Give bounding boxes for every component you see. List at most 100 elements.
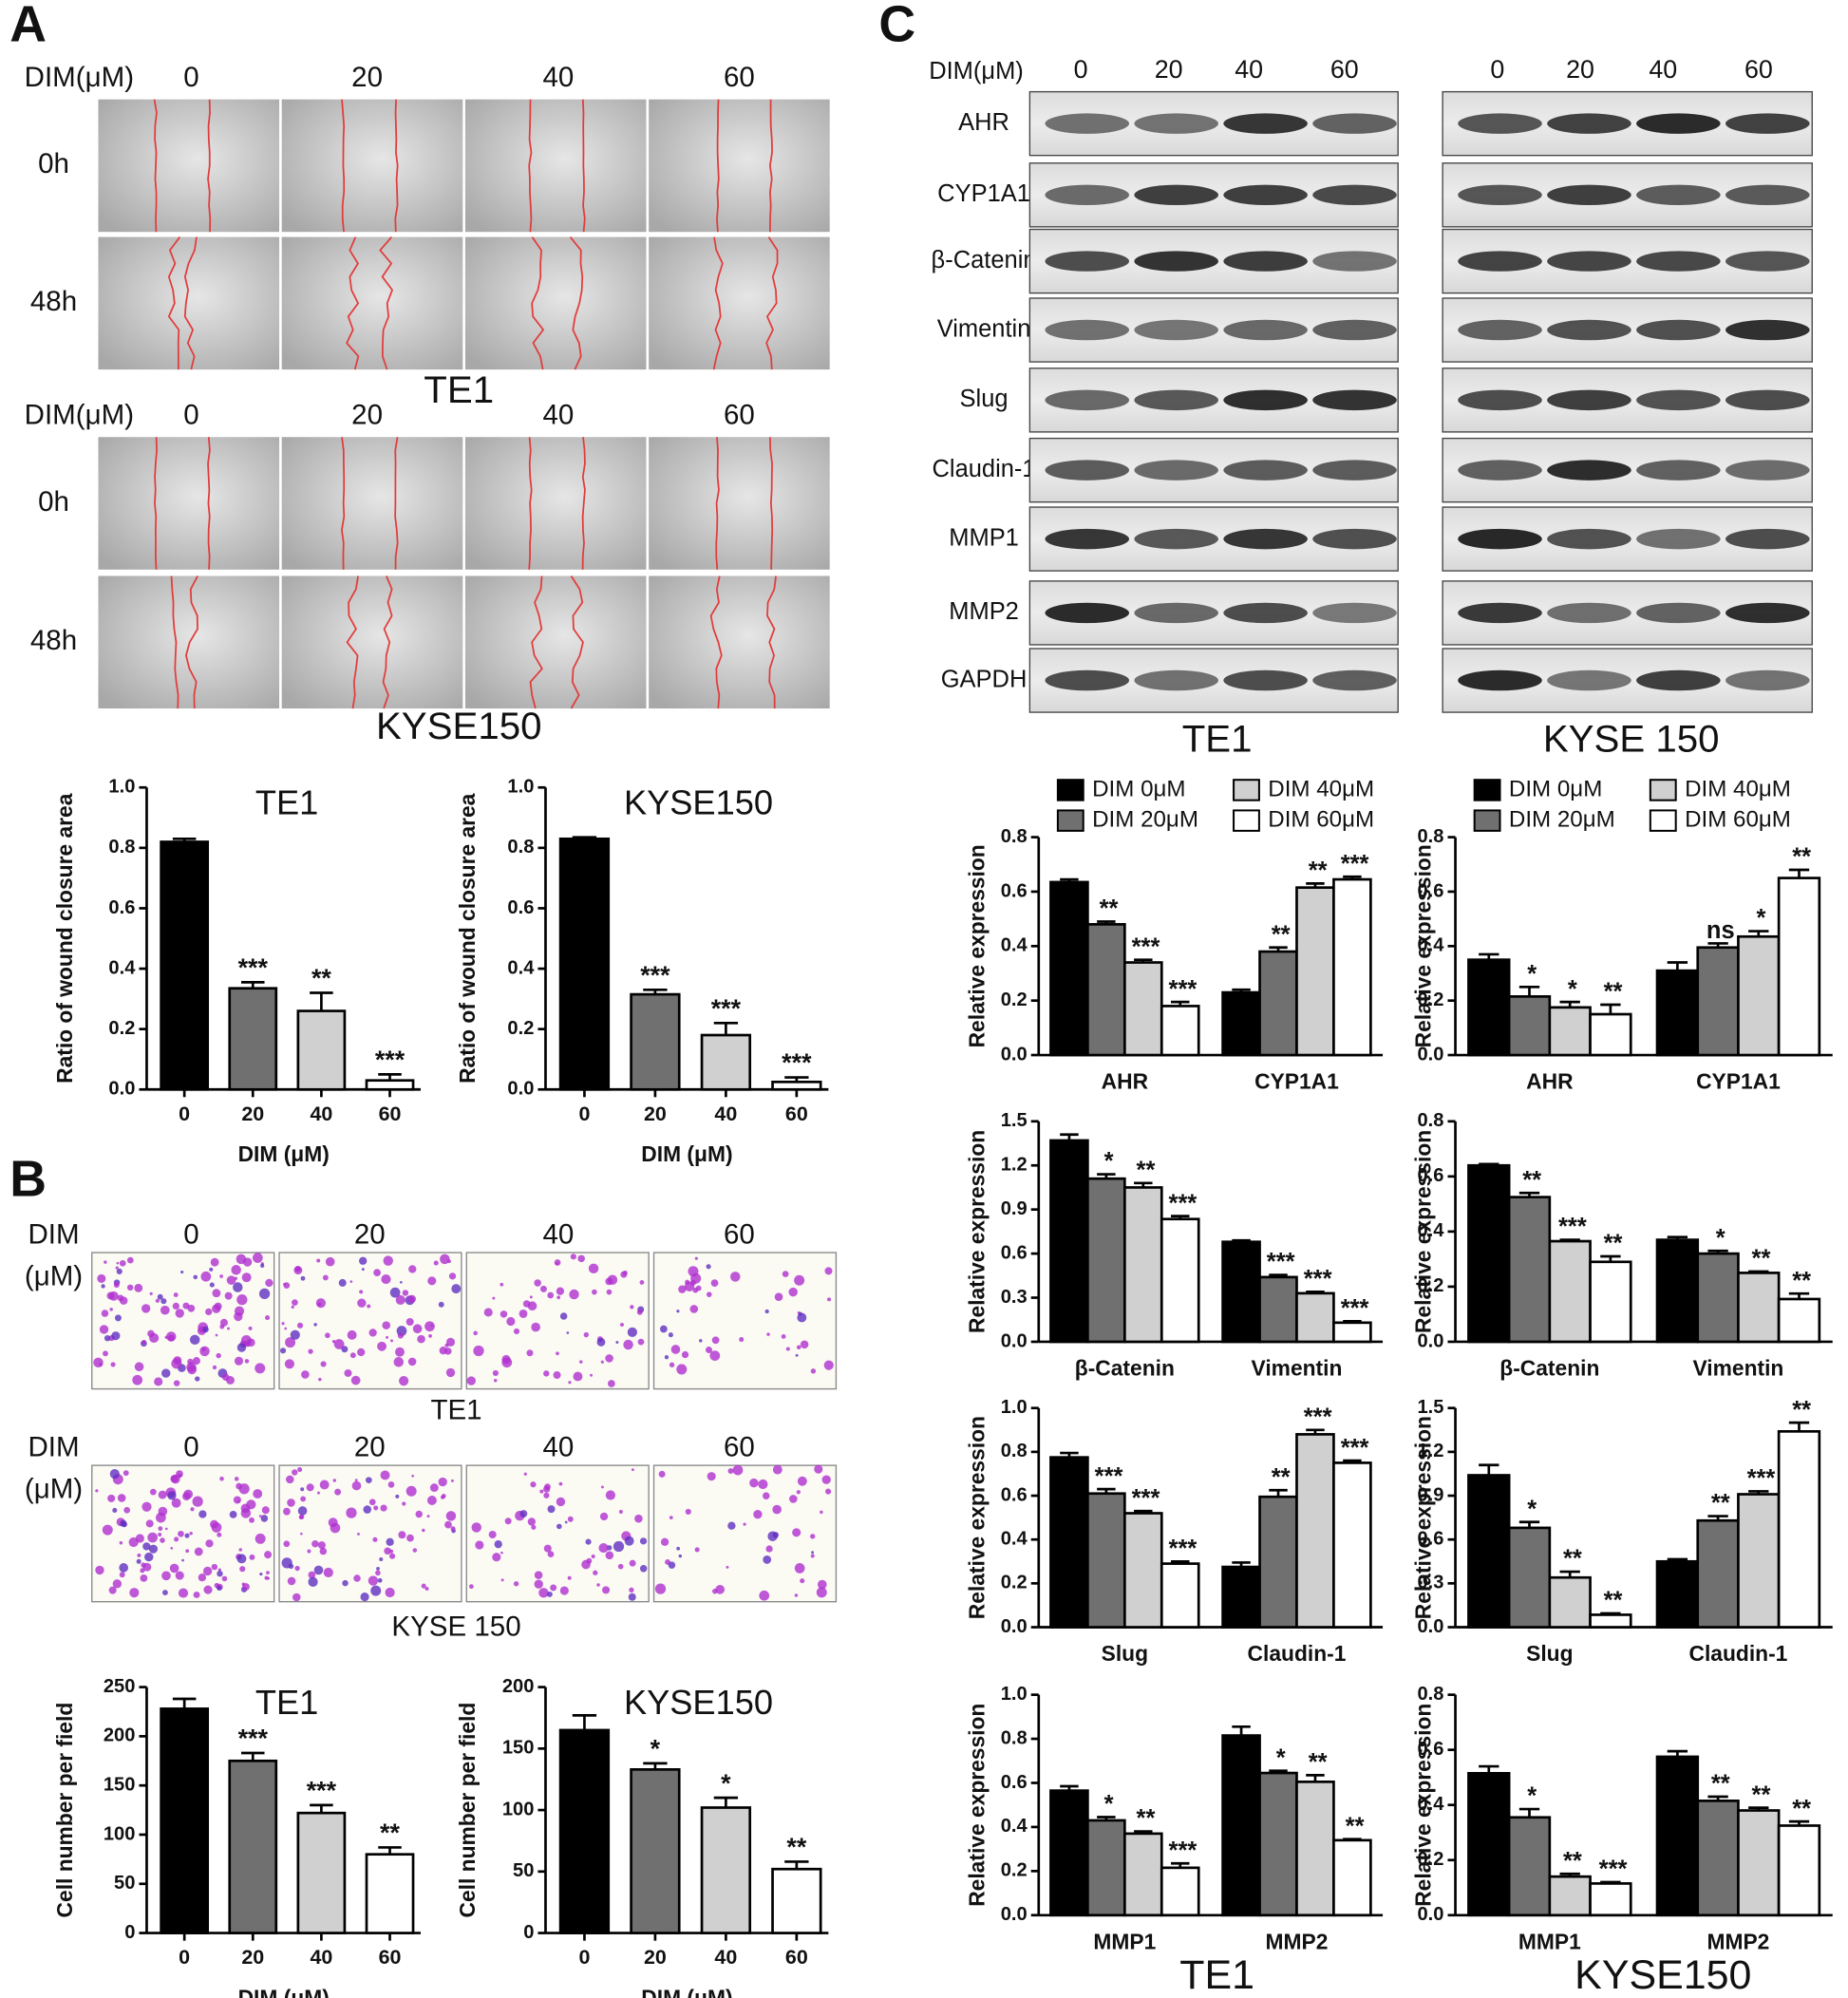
dose-label: 0 bbox=[183, 1431, 198, 1462]
cell-dot bbox=[210, 1519, 218, 1529]
cell-dot bbox=[353, 1574, 361, 1582]
cell-dot bbox=[267, 1576, 270, 1580]
cell-dot bbox=[424, 1321, 435, 1332]
cell-dot bbox=[283, 1507, 291, 1516]
blot-band bbox=[1134, 602, 1218, 624]
cell-dot bbox=[592, 1289, 597, 1295]
cell-dot bbox=[637, 1338, 645, 1346]
y-tick-label: 0.4 bbox=[1418, 1794, 1445, 1815]
significance: *** bbox=[1341, 851, 1369, 877]
wound-edge bbox=[581, 437, 586, 570]
cell-dot bbox=[265, 1315, 271, 1321]
cell-dot bbox=[140, 1574, 148, 1582]
cell-dot bbox=[785, 1347, 790, 1351]
blot-band bbox=[1458, 528, 1542, 550]
time-label: 48h bbox=[30, 625, 77, 656]
cell-dot bbox=[381, 1273, 391, 1285]
cell-dot bbox=[101, 1310, 109, 1317]
cell-dot bbox=[402, 1290, 409, 1296]
significance: ** bbox=[1137, 1157, 1156, 1183]
y-tick-label: 0 bbox=[523, 1922, 534, 1943]
dose-label: 60 bbox=[724, 1431, 755, 1462]
cell-dot bbox=[113, 1282, 120, 1289]
cell-dot bbox=[119, 1259, 126, 1267]
cell-dot bbox=[156, 1512, 166, 1523]
cell-dot bbox=[209, 1282, 215, 1288]
cell-dot bbox=[797, 1311, 801, 1314]
cell-dot bbox=[334, 1488, 342, 1496]
significance: *** bbox=[1169, 1190, 1197, 1216]
bar bbox=[365, 1853, 415, 1934]
cell-dot bbox=[286, 1475, 294, 1484]
y-axis-label: Cell number per field bbox=[52, 1703, 77, 1918]
bar bbox=[228, 987, 278, 1091]
cell-dot bbox=[190, 1507, 195, 1512]
blot-band bbox=[1636, 460, 1721, 481]
bar bbox=[1655, 1755, 1700, 1917]
cell-dot bbox=[330, 1522, 341, 1534]
significance: ** bbox=[1272, 921, 1291, 948]
significance: *** bbox=[1169, 976, 1197, 1003]
cell-label: TE1 bbox=[430, 1395, 481, 1426]
cell-dot bbox=[104, 1260, 107, 1264]
cell-dot bbox=[590, 1373, 593, 1377]
y-tick-label: 100 bbox=[104, 1823, 136, 1844]
cell-dot bbox=[319, 1547, 328, 1555]
cell-dot bbox=[558, 1481, 563, 1486]
x-tick-label: Vimentin bbox=[1693, 1356, 1784, 1381]
cell-dot bbox=[617, 1563, 624, 1570]
significance: *** bbox=[640, 961, 670, 990]
cell-dot bbox=[567, 1575, 572, 1580]
cell-dot bbox=[164, 1335, 168, 1339]
cell-dot bbox=[519, 1510, 528, 1517]
time-label: 0h bbox=[38, 148, 69, 179]
cell-dot bbox=[292, 1299, 298, 1306]
cell-dot bbox=[591, 1555, 595, 1559]
cell-dot bbox=[178, 1588, 189, 1598]
wound-edge bbox=[382, 575, 393, 709]
y-tick-label: 150 bbox=[104, 1774, 136, 1795]
cell-dot bbox=[513, 1328, 520, 1335]
chart-title: TE1 bbox=[255, 783, 318, 822]
blot-band bbox=[1725, 528, 1810, 550]
bar bbox=[1507, 1196, 1552, 1344]
cell-dot bbox=[231, 1265, 241, 1275]
cell-dot bbox=[559, 1586, 569, 1595]
significance: * bbox=[1757, 905, 1766, 932]
bar bbox=[1589, 1012, 1632, 1057]
panel-label: C bbox=[878, 0, 915, 53]
cell-dot bbox=[596, 1583, 600, 1587]
protein-label: GAPDH bbox=[941, 666, 1028, 692]
cell-dot bbox=[475, 1540, 484, 1550]
cell-dot bbox=[174, 1536, 179, 1542]
x-axis-label: DIM (μM) bbox=[641, 1141, 732, 1166]
significance: *** bbox=[1132, 933, 1160, 960]
cell-dot bbox=[559, 1312, 568, 1320]
bar bbox=[1589, 1613, 1632, 1629]
bar bbox=[1467, 1474, 1511, 1629]
cell-dot bbox=[585, 1538, 592, 1545]
x-tick-label: 40 bbox=[310, 1103, 332, 1125]
cell-dot bbox=[390, 1339, 393, 1343]
cell-dot bbox=[588, 1263, 599, 1274]
cell-dot bbox=[500, 1551, 503, 1555]
cell-dot bbox=[570, 1253, 576, 1260]
wound-edge bbox=[765, 236, 779, 370]
cell-dot bbox=[438, 1301, 444, 1308]
wound-edge bbox=[569, 236, 584, 370]
cell-dot bbox=[579, 1360, 583, 1364]
transwell-image bbox=[465, 1464, 650, 1603]
cell-dot bbox=[444, 1520, 452, 1529]
cell-dot bbox=[202, 1326, 209, 1333]
cell-dot bbox=[112, 1579, 123, 1589]
panel-label: A bbox=[9, 0, 47, 53]
cell-dot bbox=[556, 1497, 566, 1507]
cell-dot bbox=[244, 1359, 250, 1364]
x-tick-label: 60 bbox=[379, 1946, 402, 1969]
cell-dot bbox=[283, 1540, 291, 1548]
x-tick-label: Claudin-1 bbox=[1248, 1641, 1347, 1666]
cell-dot bbox=[519, 1310, 528, 1318]
cell-dot bbox=[226, 1275, 236, 1285]
cell-dot bbox=[384, 1547, 391, 1555]
blot-band bbox=[1045, 184, 1130, 206]
